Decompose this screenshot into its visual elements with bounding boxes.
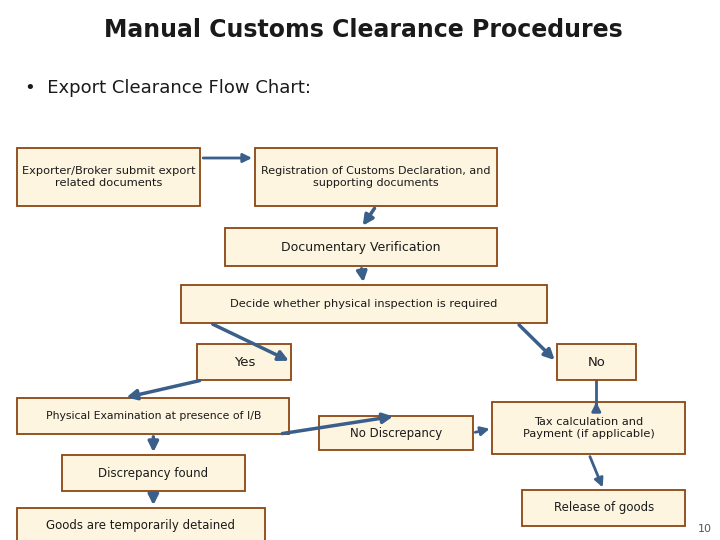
Text: Discrepancy found: Discrepancy found	[99, 467, 208, 480]
Text: Physical Examination at presence of I/B: Physical Examination at presence of I/B	[45, 411, 261, 421]
FancyBboxPatch shape	[62, 455, 245, 491]
Text: No Discrepancy: No Discrepancy	[350, 427, 442, 440]
Text: Manual Customs Clearance Procedures: Manual Customs Clearance Procedures	[104, 18, 623, 42]
Text: Tax calculation and
Payment (if applicable): Tax calculation and Payment (if applicab…	[523, 417, 654, 439]
FancyBboxPatch shape	[181, 285, 546, 323]
FancyBboxPatch shape	[17, 398, 289, 434]
Text: Yes: Yes	[234, 355, 255, 368]
FancyBboxPatch shape	[17, 148, 200, 206]
Text: 10: 10	[698, 524, 712, 534]
FancyBboxPatch shape	[255, 148, 498, 206]
FancyBboxPatch shape	[17, 508, 265, 540]
FancyBboxPatch shape	[492, 402, 685, 454]
FancyBboxPatch shape	[557, 344, 636, 380]
Text: Decide whether physical inspection is required: Decide whether physical inspection is re…	[230, 299, 498, 309]
Text: Goods are temporarily detained: Goods are temporarily detained	[47, 519, 235, 532]
Text: Documentary Verification: Documentary Verification	[282, 240, 441, 253]
Text: Registration of Customs Declaration, and
supporting documents: Registration of Customs Declaration, and…	[261, 166, 491, 188]
FancyBboxPatch shape	[225, 228, 498, 266]
FancyBboxPatch shape	[522, 490, 685, 526]
Text: No: No	[588, 355, 606, 368]
FancyBboxPatch shape	[319, 416, 472, 450]
Text: Release of goods: Release of goods	[554, 502, 654, 515]
FancyBboxPatch shape	[197, 344, 292, 380]
Text: •  Export Clearance Flow Chart:: • Export Clearance Flow Chart:	[25, 79, 311, 97]
Text: Exporter/Broker submit export
related documents: Exporter/Broker submit export related do…	[22, 166, 196, 188]
